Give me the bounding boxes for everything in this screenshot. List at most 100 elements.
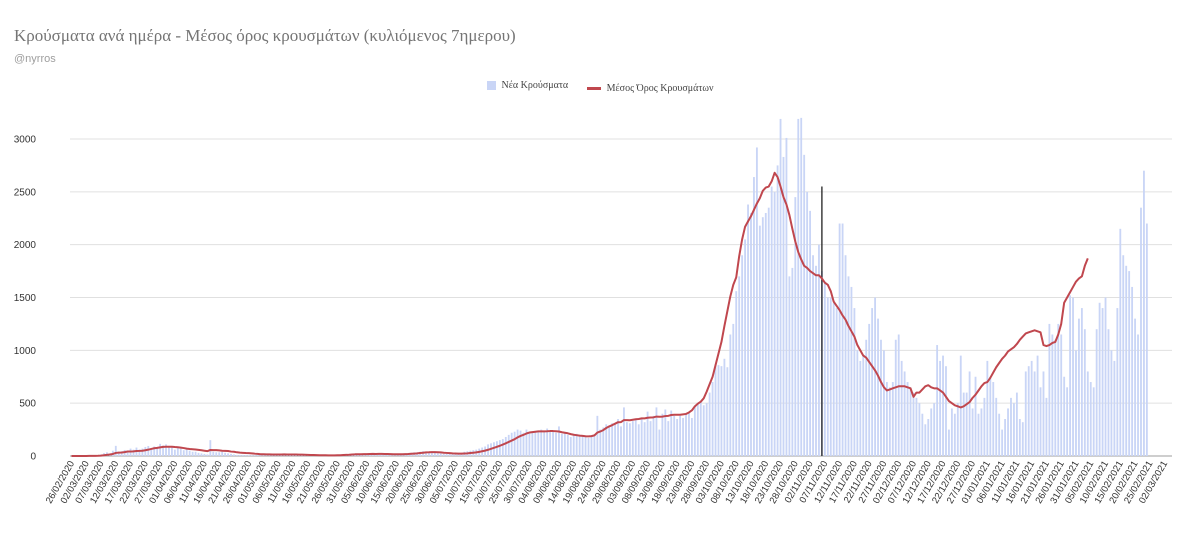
bar <box>832 302 835 456</box>
bar <box>1078 318 1080 456</box>
bar <box>906 382 909 456</box>
bar <box>679 415 682 456</box>
bar <box>661 413 664 456</box>
bar <box>844 255 847 456</box>
bar <box>262 454 265 456</box>
bar <box>543 431 546 456</box>
bar <box>1095 329 1098 456</box>
bar <box>670 410 673 456</box>
bar <box>528 431 531 456</box>
bar <box>649 421 652 456</box>
bar <box>717 365 720 456</box>
bar <box>247 455 250 456</box>
bar <box>699 401 702 456</box>
bar <box>753 177 755 457</box>
bar <box>560 433 563 456</box>
bar <box>171 446 173 456</box>
bar <box>776 165 779 456</box>
bar <box>900 360 903 456</box>
bar <box>835 308 838 456</box>
bar <box>162 445 164 456</box>
bar <box>744 239 747 456</box>
bar <box>377 453 380 456</box>
y-tick-label: 0 <box>30 452 36 463</box>
bar <box>676 419 679 456</box>
bar <box>602 427 605 456</box>
bar <box>956 403 959 456</box>
bar <box>374 454 377 456</box>
bar <box>386 454 389 456</box>
bar <box>599 429 602 456</box>
bar <box>389 454 392 456</box>
bar <box>962 392 965 456</box>
moving-average-line <box>71 171 1089 457</box>
bar <box>874 297 876 456</box>
bar <box>1024 371 1027 456</box>
bar <box>927 419 930 456</box>
bar <box>238 454 241 456</box>
bar <box>1131 286 1134 456</box>
bar <box>540 429 543 456</box>
bar <box>755 147 758 456</box>
bar <box>806 191 809 457</box>
bar <box>770 186 773 457</box>
bar <box>392 454 395 456</box>
bar <box>894 339 897 456</box>
bar <box>179 448 182 456</box>
bar <box>859 360 862 456</box>
bar <box>871 308 874 456</box>
y-tick-label: 1500 <box>14 293 37 304</box>
bar <box>448 453 451 456</box>
bar <box>1145 223 1148 456</box>
bar <box>1015 392 1018 456</box>
bar <box>159 443 162 456</box>
legend-label-line: Μέσος Όρος Κρουσμάτων <box>606 83 714 94</box>
bar <box>688 412 690 456</box>
bar <box>818 244 820 456</box>
bar <box>431 452 433 456</box>
bar <box>519 430 522 456</box>
bar <box>1021 422 1024 456</box>
bar <box>1036 355 1039 456</box>
bar <box>141 448 144 456</box>
bar <box>735 291 738 456</box>
bar <box>974 376 977 456</box>
bar <box>924 424 927 456</box>
bar <box>173 449 176 456</box>
bar <box>758 225 761 456</box>
bar <box>720 366 723 456</box>
bar <box>800 117 803 456</box>
bar <box>1075 350 1077 456</box>
bar <box>1113 360 1116 456</box>
bar <box>185 449 188 456</box>
legend-item-line[interactable]: Μέσος Όρος Κρουσμάτων <box>586 83 714 94</box>
bar <box>761 217 764 456</box>
bar <box>747 204 749 456</box>
bar <box>1063 376 1066 456</box>
bar <box>620 426 622 456</box>
bar <box>652 415 655 456</box>
legend-item-bars[interactable]: Νέα Κρούσματα <box>486 80 568 91</box>
bar <box>1134 318 1136 456</box>
bar <box>850 286 853 456</box>
bar <box>188 450 191 456</box>
bar <box>120 451 123 456</box>
bar <box>221 451 224 456</box>
bar <box>971 408 974 456</box>
bar <box>1057 323 1060 456</box>
bar <box>617 419 619 456</box>
bar <box>1045 397 1048 456</box>
bar <box>948 429 950 456</box>
bar <box>977 413 980 456</box>
bar <box>534 431 537 456</box>
bar <box>552 431 554 456</box>
bar <box>608 426 611 456</box>
chart-legend: Νέα Κρούσματα Μέσος Όρος Κρουσμάτων <box>0 80 1200 94</box>
chart-subtitle: @nyrros <box>14 53 56 65</box>
bar <box>563 432 566 456</box>
bar <box>578 435 581 456</box>
bar <box>176 448 179 456</box>
bar <box>708 392 711 456</box>
bar <box>856 350 859 456</box>
bar <box>498 440 501 456</box>
